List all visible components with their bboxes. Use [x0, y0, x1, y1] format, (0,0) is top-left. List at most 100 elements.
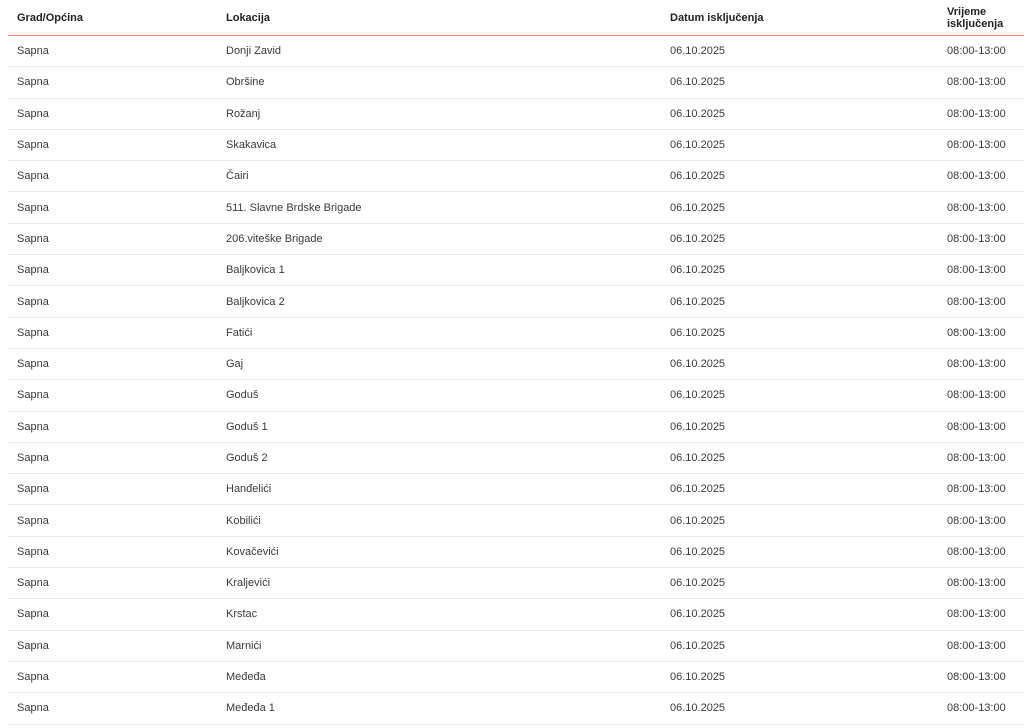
- table-row: Sapna Kovačevići 06.10.2025 08:00-13:00: [8, 536, 1024, 569]
- table-row: Sapna Kraljevići 06.10.2025 08:00-13:00: [8, 567, 1024, 600]
- cell-city: Sapna: [8, 254, 217, 287]
- cell-city: Sapna: [8, 567, 217, 600]
- column-header-city: Grad/Općina: [8, 0, 217, 36]
- cell-time: 08:00-13:00: [938, 285, 1024, 318]
- cell-date: 06.10.2025: [661, 66, 938, 99]
- cell-date: 06.10.2025: [661, 348, 938, 381]
- cell-time: 08:00-13:00: [938, 473, 1024, 506]
- cell-location: Baljkovica 2: [217, 285, 661, 318]
- table-row: Sapna Obršine 06.10.2025 08:00-13:00: [8, 66, 1024, 99]
- cell-time: 08:00-13:00: [938, 630, 1024, 662]
- table-row: Sapna Kobilići 06.10.2025 08:00-13:00: [8, 504, 1024, 537]
- cell-time: 08:00-13:00: [938, 536, 1024, 569]
- table-row: Sapna Baljkovica 2 06.10.2025 08:00-13:00: [8, 285, 1024, 318]
- table-row: Sapna Čairi 06.10.2025 08:00-13:00: [8, 160, 1024, 193]
- table-row: Sapna Goduš 06.10.2025 08:00-13:00: [8, 379, 1024, 412]
- table-row: Sapna Hanđelići 06.10.2025 08:00-13:00: [8, 473, 1024, 506]
- cell-location: Marnići: [217, 630, 661, 662]
- cell-location: Kraljevići: [217, 567, 661, 600]
- cell-date: 06.10.2025: [661, 254, 938, 287]
- cell-time: 08:00-13:00: [938, 348, 1024, 381]
- cell-location: Goduš 2: [217, 442, 661, 475]
- cell-location: Goduš 1: [217, 411, 661, 443]
- cell-date: 06.10.2025: [661, 630, 938, 662]
- cell-date: 06.10.2025: [661, 285, 938, 318]
- column-header-location: Lokacija: [217, 0, 661, 36]
- cell-time: 08:00-13:00: [938, 129, 1024, 162]
- table-row: Sapna Donji Zavid 06.10.2025 08:00-13:00: [8, 35, 1024, 68]
- cell-location: Goduš: [217, 379, 661, 412]
- cell-city: Sapna: [8, 98, 217, 130]
- cell-city: Sapna: [8, 379, 217, 412]
- table-row: Sapna Goduš 1 06.10.2025 08:00-13:00: [8, 411, 1024, 443]
- cell-location: Hanđelići: [217, 473, 661, 506]
- cell-date: 06.10.2025: [661, 98, 938, 130]
- cell-city: Sapna: [8, 598, 217, 631]
- cell-location: Fatići: [217, 317, 661, 349]
- cell-location: Skakavica: [217, 129, 661, 162]
- cell-date: 06.10.2025: [661, 442, 938, 475]
- table-row: Sapna Gaj 06.10.2025 08:00-13:00: [8, 348, 1024, 381]
- cell-city: Sapna: [8, 630, 217, 662]
- cell-date: 06.10.2025: [661, 129, 938, 162]
- cell-date: 06.10.2025: [661, 35, 938, 68]
- cell-date: 06.10.2025: [661, 504, 938, 537]
- table-header-row: Grad/Općina Lokacija Datum isključenja V…: [8, 0, 1024, 36]
- cell-time: 08:00-13:00: [938, 567, 1024, 600]
- cell-location: Čairi: [217, 160, 661, 193]
- cell-time: 08:00-13:00: [938, 98, 1024, 130]
- cell-city: Sapna: [8, 66, 217, 99]
- cell-time: 08:00-13:00: [938, 254, 1024, 287]
- table-row: Sapna Baljkovica 1 06.10.2025 08:00-13:00: [8, 254, 1024, 287]
- cell-city: Sapna: [8, 348, 217, 381]
- cell-city: Sapna: [8, 317, 217, 349]
- cell-location: Gaj: [217, 348, 661, 381]
- cell-city: Sapna: [8, 661, 217, 694]
- cell-date: 06.10.2025: [661, 191, 938, 224]
- cell-city: Sapna: [8, 191, 217, 224]
- cell-time: 08:00-13:00: [938, 379, 1024, 412]
- cell-time: 08:00-13:00: [938, 504, 1024, 537]
- cell-time: 08:00-13:00: [938, 35, 1024, 68]
- cell-time: 08:00-13:00: [938, 223, 1024, 256]
- cell-time: 08:00-13:00: [938, 661, 1024, 694]
- cell-time: 08:00-13:00: [938, 317, 1024, 349]
- table-row: Sapna Marnići 06.10.2025 08:00-13:00: [8, 630, 1024, 662]
- table-row: Sapna 511. Slavne Brdske Brigade 06.10.202…: [8, 191, 1024, 224]
- cell-date: 06.10.2025: [661, 317, 938, 349]
- column-header-date: Datum isključenja: [661, 0, 938, 36]
- cell-city: Sapna: [8, 129, 217, 162]
- cell-date: 06.10.2025: [661, 411, 938, 443]
- cell-date: 06.10.2025: [661, 692, 938, 725]
- cell-location: Donji Zavid: [217, 35, 661, 68]
- cell-city: Sapna: [8, 536, 217, 569]
- cell-city: Sapna: [8, 692, 217, 725]
- cell-location: 511. Slavne Brdske Brigade: [217, 191, 661, 224]
- cell-time: 08:00-13:00: [938, 598, 1024, 631]
- table-row: Sapna Krstac 06.10.2025 08:00-13:00: [8, 598, 1024, 631]
- cell-location: 206.viteške Brigade: [217, 223, 661, 256]
- cell-date: 06.10.2025: [661, 598, 938, 631]
- table-row: Sapna Fatići 06.10.2025 08:00-13:00: [8, 317, 1024, 349]
- cell-city: Sapna: [8, 504, 217, 537]
- cell-date: 06.10.2025: [661, 661, 938, 694]
- cell-time: 08:00-13:00: [938, 692, 1024, 725]
- cell-date: 06.10.2025: [661, 536, 938, 569]
- table-row: Sapna Međeđa 1 06.10.2025 08:00-13:00: [8, 692, 1024, 725]
- cell-time: 08:00-13:00: [938, 442, 1024, 475]
- cell-time: 08:00-13:00: [938, 191, 1024, 224]
- cell-location: Obršine: [217, 66, 661, 99]
- table-row: Sapna 206.viteške Brigade 06.10.2025 08:00-…: [8, 223, 1024, 256]
- cell-date: 06.10.2025: [661, 473, 938, 506]
- outage-table: Grad/Općina Lokacija Datum isključenja V…: [8, 0, 1024, 725]
- table-row: Sapna Goduš 2 06.10.2025 08:00-13:00: [8, 442, 1024, 475]
- cell-time: 08:00-13:00: [938, 160, 1024, 193]
- cell-city: Sapna: [8, 473, 217, 506]
- cell-location: Međeđa 1: [217, 692, 661, 725]
- cell-city: Sapna: [8, 411, 217, 443]
- cell-date: 06.10.2025: [661, 379, 938, 412]
- cell-date: 06.10.2025: [661, 160, 938, 193]
- cell-date: 06.10.2025: [661, 223, 938, 256]
- cell-location: Rožanj: [217, 98, 661, 130]
- cell-location: Kobilići: [217, 504, 661, 537]
